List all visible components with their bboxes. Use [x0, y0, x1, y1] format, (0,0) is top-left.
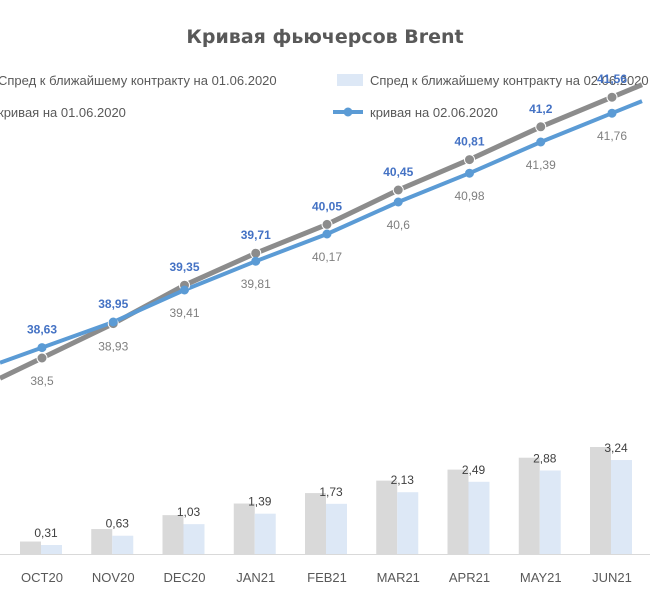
x-tick-jan21: JAN21	[236, 570, 275, 585]
point-curve-0206-jun21	[607, 108, 617, 118]
label-curve-0106-dec20: 39,41	[169, 306, 199, 320]
bar-label-jan21: 1,39	[248, 495, 272, 509]
legend-label-spread-0106: Спред к ближайшему контракту на 01.06.20…	[0, 73, 277, 88]
bar-label-oct20: 0,31	[34, 526, 58, 540]
bar-spread-0106-nov20	[91, 529, 113, 554]
point-curve-0106-jun21	[606, 91, 618, 103]
bar-label-nov20: 0,63	[106, 517, 130, 531]
label-curve-0206-may21: 41,2	[529, 102, 553, 116]
line-series	[0, 82, 643, 381]
label-curve-0106-oct20: 38,5	[30, 374, 54, 388]
bar-spread-0206-mar21	[397, 492, 419, 554]
bar-spread-0106-mar21	[376, 480, 398, 554]
bar-spread-0106-may21	[518, 457, 540, 554]
label-curve-0206-apr21: 40,81	[454, 135, 484, 149]
bar-spread-0206-dec20	[183, 524, 205, 554]
bar-spread-0206-feb21	[326, 503, 347, 554]
bar-label-may21: 2,88	[533, 451, 557, 465]
bar-spread-0106-jun21	[590, 446, 611, 554]
point-curve-0106-apr21	[464, 154, 475, 166]
point-curve-0106-may21	[535, 121, 547, 133]
data-labels: 0,31 0,63 1,03 1,39 1,73 2,13 2,49 2,88 3,24 38,6…	[27, 72, 628, 540]
bar-spread-0206-may21	[539, 470, 561, 554]
label-curve-0106-feb21: 40,17	[312, 250, 342, 264]
bar-label-mar21: 2,13	[391, 473, 415, 487]
bar-series	[20, 446, 632, 554]
label-curve-0206-jun21: 41,56	[597, 72, 627, 86]
legend-item-spread-0106[interactable]: Спред к ближайшему контракту на 01.06.20…	[0, 73, 277, 88]
point-curve-0206-apr21	[465, 168, 474, 178]
point-curve-0106-feb21	[321, 218, 333, 230]
bar-spread-0106-dec20	[162, 515, 184, 554]
bar-label-jun21: 3,24	[604, 441, 628, 455]
bar-spread-0106-apr21	[447, 469, 469, 554]
point-curve-0206-may21	[536, 137, 546, 147]
point-curve-0206-feb21	[322, 229, 332, 239]
bar-spread-0106-oct20	[20, 541, 41, 554]
bar-spread-0206-apr21	[468, 481, 490, 554]
label-curve-0106-jun21: 41,76	[597, 129, 627, 143]
legend-item-curve-0106[interactable]: кривая на 01.06.2020	[0, 105, 126, 120]
bar-spread-0206-jun21	[611, 460, 632, 554]
x-tick-may21: MAY21	[520, 570, 562, 585]
label-curve-0106-may21: 41,39	[526, 158, 556, 172]
x-tick-jun21: JUN21	[592, 570, 632, 585]
label-curve-0106-mar21: 40,6	[387, 218, 411, 232]
label-curve-0106-apr21: 40,98	[454, 189, 484, 203]
legend-label-curve-0206: кривая на 02.06.2020	[370, 105, 498, 120]
legend-label-curve-0106: кривая на 01.06.2020	[0, 105, 126, 120]
bar-spread-0206-jan21	[254, 513, 276, 554]
legend-item-curve-0206[interactable]: кривая на 02.06.2020	[333, 105, 498, 120]
x-tick-feb21: FEB21	[307, 570, 347, 585]
legend-marker-curve-0206	[343, 107, 353, 117]
bar-spread-0206-nov20	[112, 535, 134, 554]
x-tick-oct20: OCT20	[21, 570, 63, 585]
legend: Спред к ближайшему контракту на 01.06.20…	[0, 73, 649, 120]
label-curve-0106-jan21: 39,81	[241, 277, 271, 291]
label-curve-0106-nov20: 38,93	[98, 340, 128, 354]
bar-label-apr21: 2,49	[462, 463, 486, 477]
bar-label-dec20: 1,03	[177, 505, 201, 519]
x-tick-nov20: NOV20	[92, 570, 135, 585]
point-curve-0206-mar21	[393, 197, 403, 207]
bar-spread-0106-jan21	[233, 503, 255, 554]
x-tick-apr21: APR21	[449, 570, 490, 585]
label-curve-0206-oct20: 38,63	[27, 323, 57, 337]
bar-spread-0106-feb21	[305, 493, 326, 554]
chart-title: Кривая фьючерсов Brent	[186, 26, 463, 48]
label-curve-0206-nov20: 38,95	[98, 297, 128, 311]
point-curve-0206-oct20	[37, 343, 47, 353]
bar-label-feb21: 1,73	[319, 485, 343, 499]
bar-spread-0206-oct20	[41, 545, 62, 554]
legend-label-spread-0206: Спред к ближайшему контракту на 02.06.20…	[370, 73, 649, 88]
x-axis-ticks: OCT20 NOV20 DEC20 JAN21 FEB21 MAR21 APR21 MAY21…	[21, 570, 632, 585]
x-tick-dec20: DEC20	[164, 570, 206, 585]
x-tick-mar21: MAR21	[377, 570, 420, 585]
point-curve-0206-nov20	[108, 317, 118, 327]
point-curve-0106-mar21	[392, 184, 404, 196]
legend-item-spread-0206[interactable]: Спред к ближайшему контракту на 02.06.20…	[337, 73, 649, 88]
label-curve-0206-dec20: 39,35	[169, 260, 199, 274]
point-curve-0106-oct20	[36, 352, 48, 364]
point-curve-0206-jan21	[251, 256, 261, 266]
label-curve-0206-feb21: 40,05	[312, 199, 342, 213]
legend-swatch-spread-0206	[337, 74, 363, 86]
label-curve-0206-mar21: 40,45	[383, 165, 413, 179]
point-curve-0206-dec20	[180, 285, 189, 295]
label-curve-0206-jan21: 39,71	[241, 228, 271, 242]
